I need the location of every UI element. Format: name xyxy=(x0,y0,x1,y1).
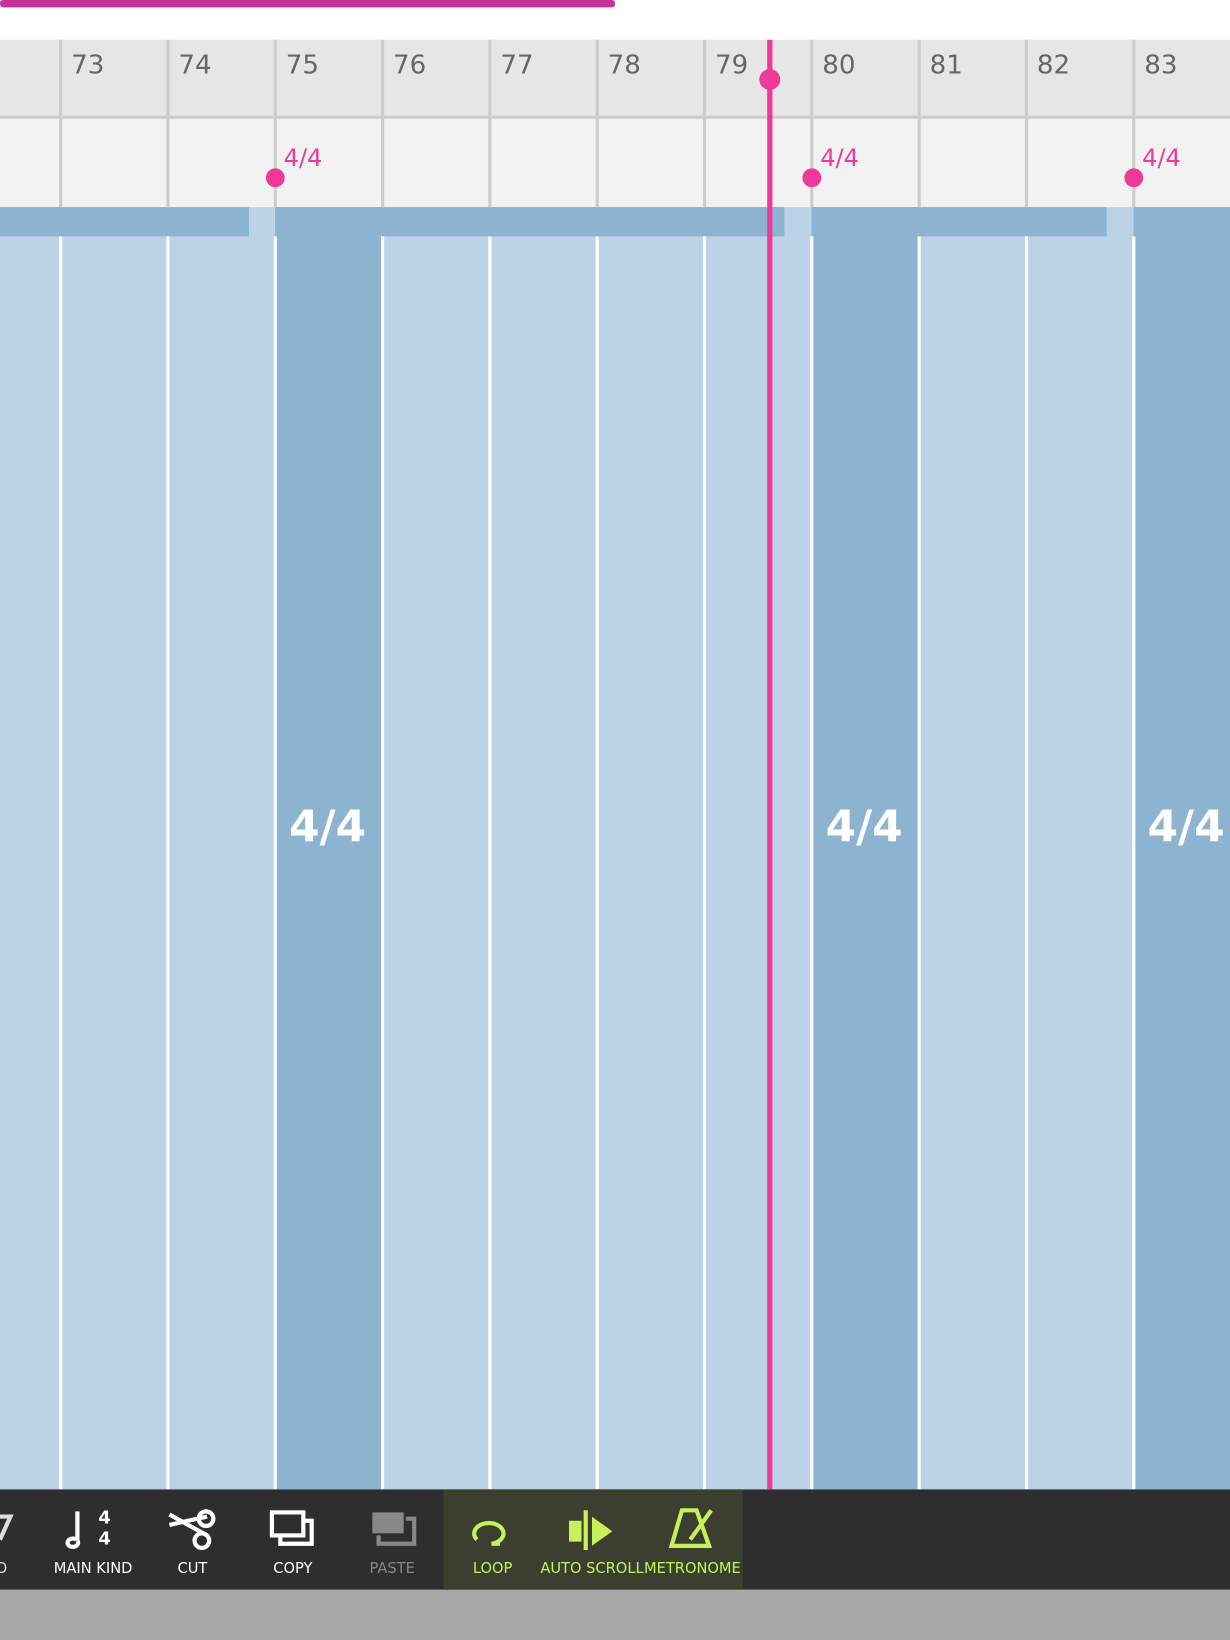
copy-icon xyxy=(269,1510,306,1538)
paste-icon xyxy=(372,1512,404,1534)
metronome-icon xyxy=(668,1508,713,1548)
main-kind-icon: 4 xyxy=(98,1508,110,1529)
region-label: 4/4 xyxy=(1148,801,1225,852)
measure-number: 81 xyxy=(930,50,963,80)
region-column xyxy=(811,207,920,1490)
track-area xyxy=(0,207,1230,1490)
cut-icon xyxy=(196,1509,216,1529)
toolbar-button-label[interactable]: LOOP xyxy=(473,1560,513,1577)
toolbar-button-label[interactable]: METRONOME xyxy=(644,1560,741,1577)
time-signature-marker[interactable] xyxy=(802,168,822,188)
toolbar-button-label[interactable]: PASTE xyxy=(370,1560,415,1577)
measure-number: 79 xyxy=(715,50,748,80)
region-label: 4/4 xyxy=(826,801,903,852)
measure-number: 82 xyxy=(1037,50,1070,80)
region-column xyxy=(1133,207,1230,1490)
playhead-handle[interactable] xyxy=(759,69,781,90)
toolbar-button-label[interactable]: DO xyxy=(0,1560,7,1577)
measure-number: 77 xyxy=(500,50,533,80)
progress-bar xyxy=(0,0,615,8)
time-signature: 4/4 xyxy=(284,144,323,172)
region-column xyxy=(275,207,383,1490)
region-strip xyxy=(0,207,249,237)
time-signature-marker[interactable] xyxy=(265,168,285,188)
measure-number: 78 xyxy=(608,50,641,80)
bottom-bar xyxy=(0,1589,1230,1640)
region-label: 4/4 xyxy=(289,801,366,852)
toolbar-button-label[interactable]: CUT xyxy=(178,1560,208,1577)
time-signature-row xyxy=(0,117,1230,208)
measure-number: 75 xyxy=(286,50,319,80)
time-signature: 4/4 xyxy=(820,144,859,172)
cut-icon xyxy=(192,1531,212,1551)
undo-icon xyxy=(0,1514,14,1541)
copy-icon xyxy=(278,1518,314,1546)
paste-icon xyxy=(376,1516,417,1546)
main-kind-icon xyxy=(65,1511,81,1549)
toolbar-button-label[interactable]: COPY xyxy=(273,1560,312,1577)
main-kind-icon: 4 xyxy=(98,1529,110,1550)
measure-number: 76 xyxy=(393,50,426,80)
measure-number: 73 xyxy=(71,50,104,80)
measure-number: 80 xyxy=(822,50,855,80)
toolbar-button-label[interactable]: AUTO SCROLL xyxy=(540,1560,644,1577)
time-signature-marker[interactable] xyxy=(1124,168,1144,188)
toolbar-icons: 4 4 xyxy=(0,1508,713,1551)
measure-number: 74 xyxy=(178,50,211,80)
loop-icon xyxy=(472,1520,506,1546)
time-signature: 4/4 xyxy=(1142,144,1181,172)
measure-number: 83 xyxy=(1144,50,1177,80)
toolbar-button-label[interactable]: MAIN KIND xyxy=(54,1560,133,1577)
auto-scroll-icon xyxy=(568,1510,613,1551)
